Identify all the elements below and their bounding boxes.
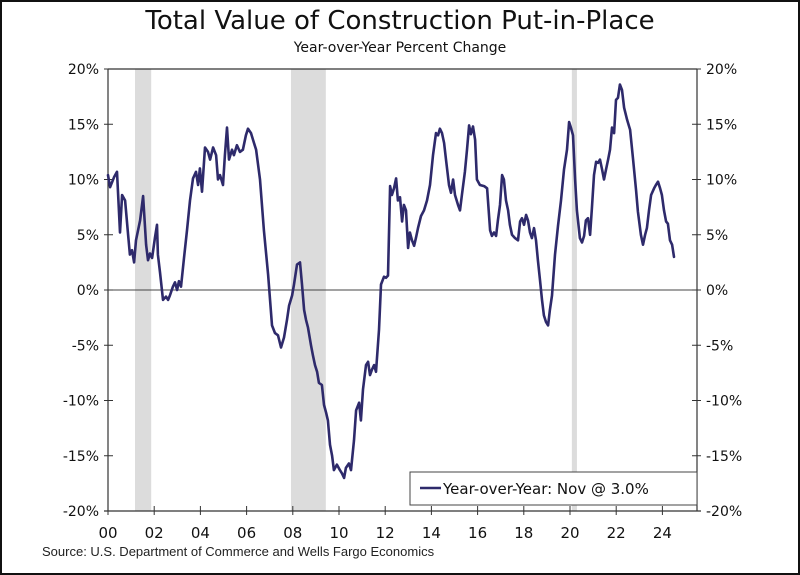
y-tick-label-right: -5% (706, 338, 733, 354)
y-tick-label-right: 15% (706, 117, 737, 133)
legend-box (409, 471, 698, 506)
x-tick-label: 18 (514, 524, 533, 542)
x-tick-label: 06 (237, 524, 256, 542)
y-tick-label-left: 10% (68, 173, 99, 189)
x-tick-label: 14 (422, 524, 441, 542)
y-tick-label-left: -10% (63, 394, 99, 410)
series-layer (106, 83, 676, 480)
x-tick-label: 24 (653, 524, 672, 542)
x-tick-label: 02 (145, 524, 164, 542)
chart-subtitle: Year-over-Year Percent Change (293, 40, 507, 56)
source-note: Source: U.S. Department of Commerce and … (42, 544, 435, 559)
y-tick-label-left: -5% (72, 338, 99, 354)
y-tick-label-right: 5% (706, 228, 728, 244)
y-tick-label-left: 0% (77, 283, 99, 299)
x-tick-label: 10 (329, 524, 348, 542)
x-tick-label: 16 (468, 524, 487, 542)
x-tick-label: 12 (376, 524, 395, 542)
x-tick-label: 04 (191, 524, 210, 542)
legend: Year-over-Year: Nov @ 3.0% (409, 471, 698, 506)
y-tick-label-left: 20% (68, 62, 99, 78)
y-tick-label-right: -20% (706, 504, 742, 520)
y-tick-label-left: 5% (77, 228, 99, 244)
x-tick-label: 22 (607, 524, 626, 542)
y-tick-label-right: -15% (706, 449, 742, 465)
x-tick-label: 08 (283, 524, 302, 542)
y-tick-label-right: 10% (706, 173, 737, 189)
y-tick-label-right: 20% (706, 62, 737, 78)
y-tick-label-left: -20% (63, 504, 99, 520)
legend-label: Year-over-Year: Nov @ 3.0% (442, 480, 649, 498)
y-tick-label-left: 15% (68, 117, 99, 133)
y-tick-label-right: 0% (706, 283, 728, 299)
chart-title: Total Value of Construction Put-in-Place (145, 6, 655, 36)
x-tick-label: 00 (98, 524, 117, 542)
x-tick-label: 20 (560, 524, 579, 542)
series-line-year-over-year (106, 83, 676, 480)
axes: 20% 20% 15% 15% 10% 10% 5% 5% 0% 0% -5% -5% -10% -10%… (63, 62, 742, 542)
y-tick-label-left: -15% (63, 449, 99, 465)
y-tick-label-right: -10% (706, 394, 742, 410)
